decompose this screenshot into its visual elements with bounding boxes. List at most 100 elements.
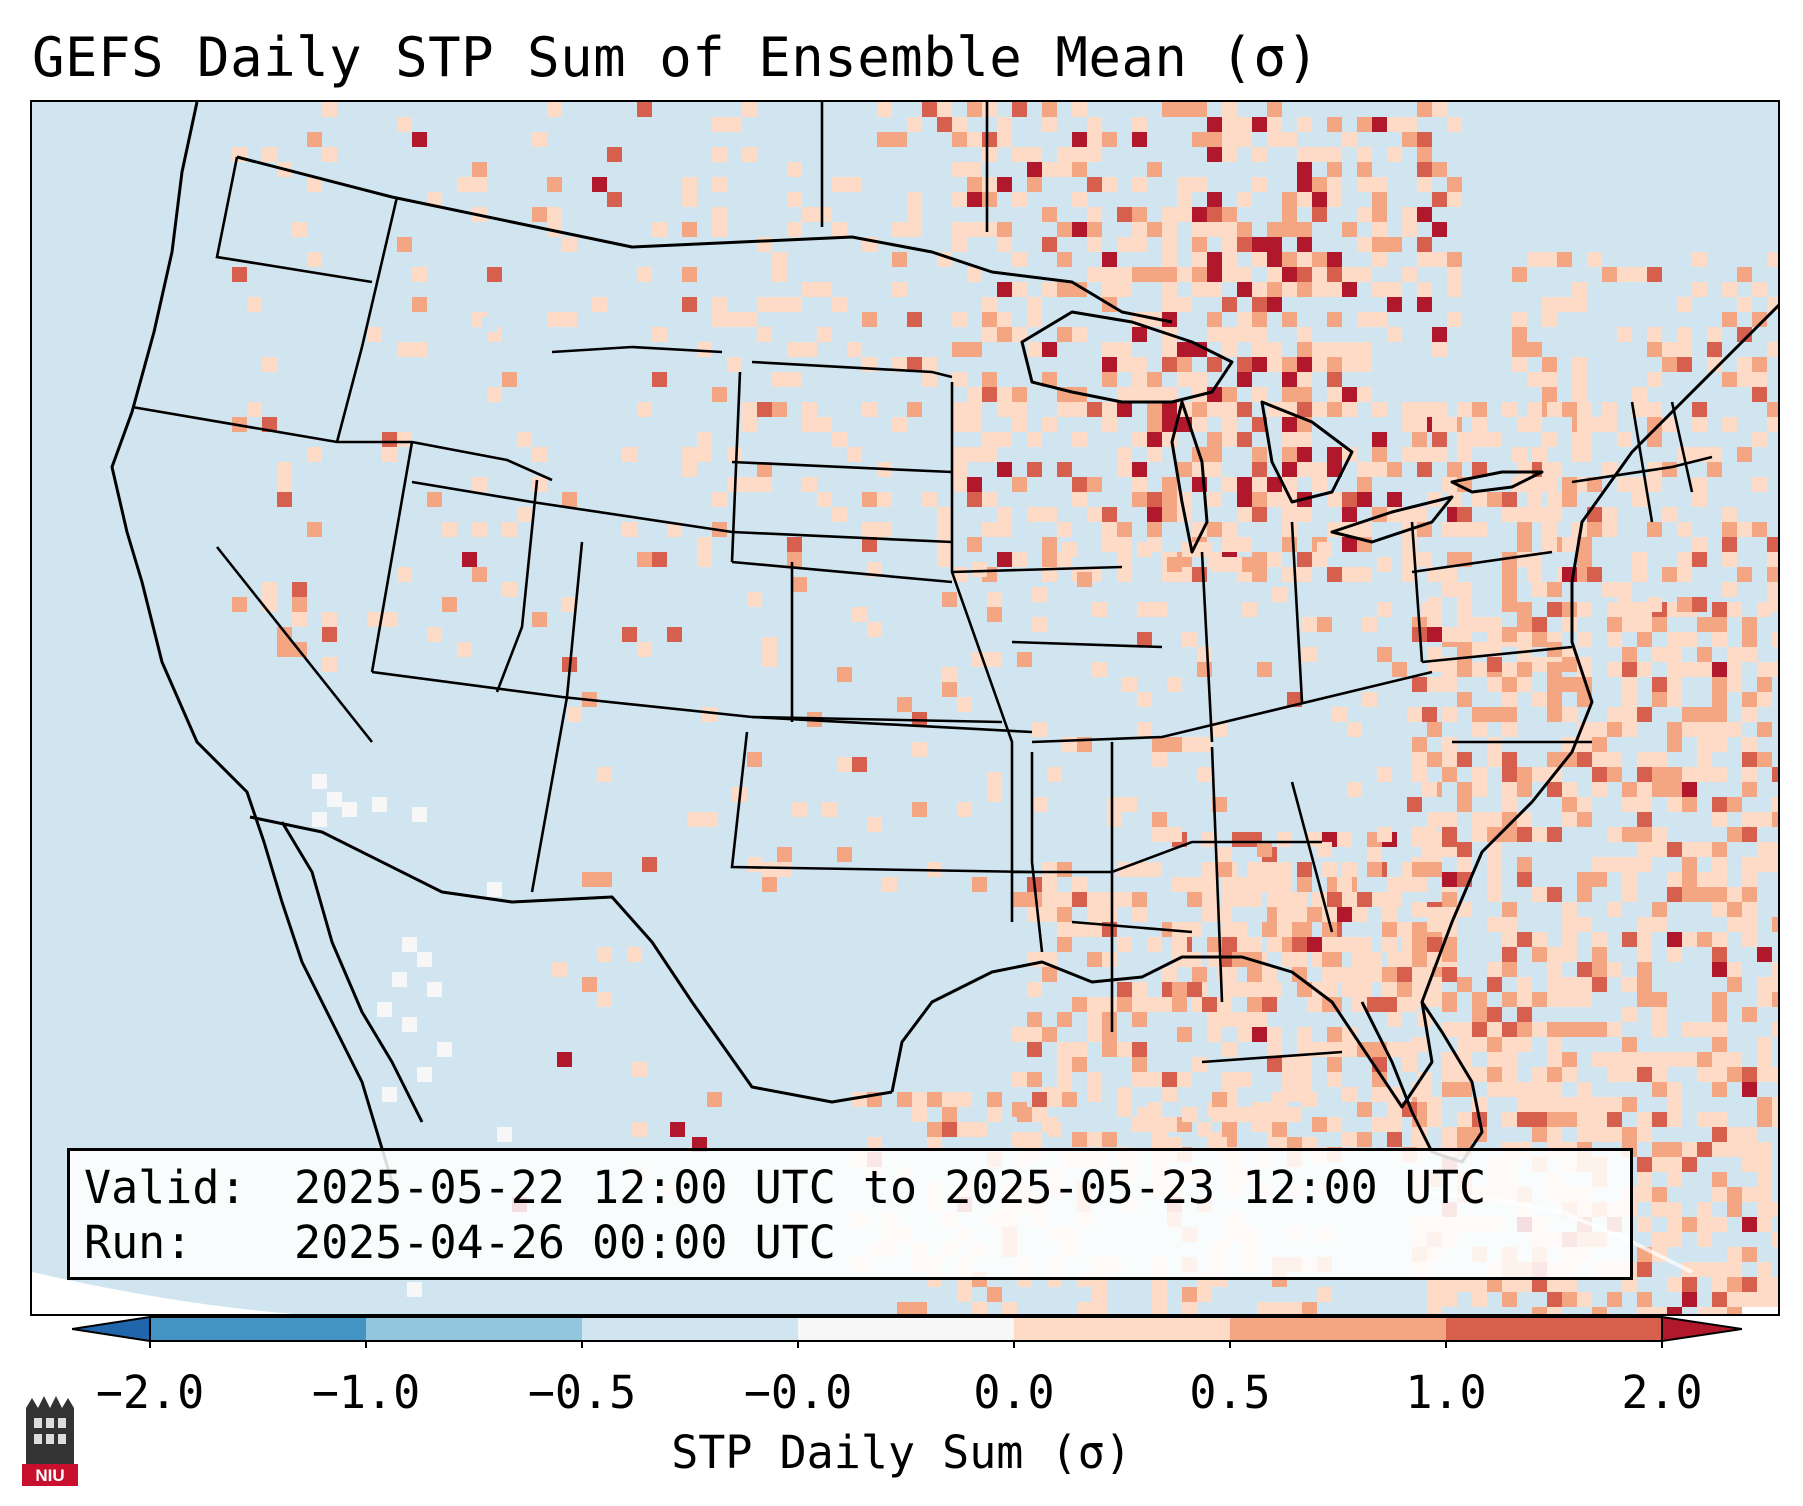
stp-cell	[1192, 222, 1207, 237]
stp-cell	[1412, 952, 1427, 967]
stp-cell	[1712, 1037, 1727, 1052]
stp-cell	[907, 207, 922, 222]
stp-cell	[1357, 117, 1372, 132]
stp-cell	[1102, 417, 1117, 432]
stp-cell	[1487, 492, 1502, 507]
stp-cell	[1667, 737, 1682, 752]
stp-cell	[1202, 892, 1217, 907]
stp-cell	[1562, 657, 1577, 672]
stp-cell	[1207, 492, 1222, 507]
stp-cell	[1742, 827, 1757, 842]
stp-cell	[712, 387, 727, 402]
stp-cell	[1592, 767, 1607, 782]
stp-cell	[1282, 252, 1297, 267]
stp-cell	[1367, 847, 1382, 862]
stp-cell	[1317, 617, 1332, 632]
stp-cell	[997, 552, 1012, 567]
stp-cell	[1162, 102, 1177, 117]
stp-cell	[1307, 997, 1322, 1012]
stp-cell	[1427, 722, 1442, 737]
stp-cell	[1417, 177, 1432, 192]
stp-cell	[562, 237, 577, 252]
stp-cell	[1712, 602, 1727, 617]
stp-cell	[1652, 782, 1667, 797]
stp-cell	[1692, 537, 1707, 552]
stp-cell	[1442, 567, 1457, 582]
stp-cell	[1192, 132, 1207, 147]
stp-cell	[1147, 507, 1162, 522]
stp-cell	[1562, 477, 1577, 492]
stp-cell	[1637, 1127, 1652, 1142]
stp-cell	[1547, 492, 1562, 507]
stp-cell	[1547, 707, 1562, 722]
stp-cell	[1297, 567, 1312, 582]
stp-cell	[1527, 342, 1542, 357]
stp-cell	[1252, 462, 1267, 477]
stp-cell	[1517, 477, 1532, 492]
stp-cell	[1117, 447, 1132, 462]
stp-cell	[787, 552, 802, 567]
stp-cell	[1442, 752, 1457, 767]
stp-cell	[1767, 582, 1778, 597]
stp-cell	[1667, 1202, 1682, 1217]
stp-cell	[952, 132, 967, 147]
stp-cell	[1282, 567, 1297, 582]
stp-cell	[1622, 1037, 1637, 1052]
stp-cell	[1677, 567, 1692, 582]
stp-cell	[1047, 1122, 1062, 1137]
stp-cell	[1297, 552, 1312, 567]
stp-cell	[1637, 812, 1652, 827]
stp-cell	[1532, 992, 1547, 1007]
stp-cell	[1132, 1042, 1147, 1057]
stp-cell	[952, 402, 967, 417]
stp-cell	[1372, 207, 1387, 222]
state-line	[1630, 401, 1654, 523]
stp-cell	[907, 312, 922, 327]
stp-cell	[1147, 417, 1162, 432]
stp-cell	[682, 447, 697, 462]
stp-cell	[1457, 402, 1472, 417]
stp-cell	[1542, 537, 1557, 552]
stp-cell	[1237, 117, 1252, 132]
stp-cell	[1237, 282, 1252, 297]
stp-cell	[1352, 937, 1367, 952]
stp-cell	[1297, 877, 1312, 892]
stp-cell	[997, 402, 1012, 417]
stp-cell	[1577, 447, 1592, 462]
stp-cell	[1517, 1082, 1532, 1097]
stp-cell	[1712, 797, 1727, 812]
stp-cell	[1297, 1072, 1312, 1087]
stp-cell	[787, 192, 802, 207]
stp-cell	[1042, 862, 1057, 877]
stp-cell	[1542, 522, 1557, 537]
stp-cell	[1652, 1202, 1667, 1217]
state-line	[730, 731, 1033, 874]
stp-cell	[1712, 1052, 1727, 1067]
stp-cell	[1602, 522, 1617, 537]
stp-cell	[1357, 892, 1372, 907]
stp-cell	[1182, 542, 1197, 557]
stp-cell	[712, 492, 727, 507]
stp-cell	[1267, 102, 1282, 117]
stp-cell	[832, 507, 847, 522]
stp-cell	[1177, 267, 1192, 282]
stp-cell	[1622, 1277, 1637, 1292]
stp-cell	[1502, 812, 1517, 827]
stp-cell	[1517, 767, 1532, 782]
stp-cell	[1737, 327, 1752, 342]
stp-cell	[1432, 432, 1447, 447]
stp-cell	[1682, 887, 1697, 902]
stp-cell	[1252, 357, 1267, 372]
stp-cell	[1297, 387, 1312, 402]
stp-cell	[292, 582, 307, 597]
stp-cell	[1547, 1037, 1562, 1052]
stp-cell	[897, 1302, 912, 1314]
stp-cell	[1417, 462, 1432, 477]
stp-cell	[802, 477, 817, 492]
stp-cell	[1412, 922, 1427, 937]
stp-cell	[1637, 827, 1652, 842]
stp-cell	[1767, 297, 1778, 312]
stp-cell	[1387, 1012, 1402, 1027]
stp-cell	[1042, 102, 1057, 117]
stp-cell	[1042, 507, 1057, 522]
